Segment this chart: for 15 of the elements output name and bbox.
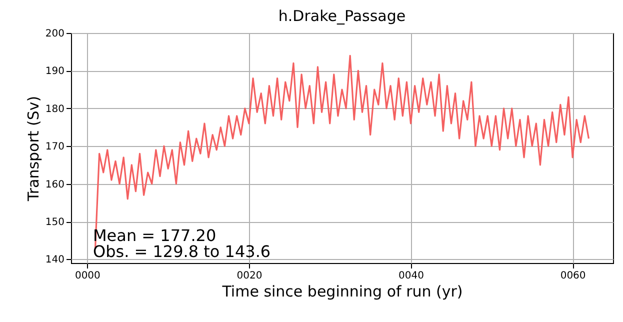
x-tick-label: 0000 — [74, 270, 100, 282]
y-tick-label: 180 — [45, 104, 64, 115]
x-tick-label: 0060 — [560, 270, 586, 282]
chart-title: h.Drake_Passage — [278, 7, 406, 25]
x-tick-label: 0040 — [398, 270, 424, 282]
y-tick-label: 150 — [45, 217, 64, 228]
y-axis-title: Transport (Sv) — [24, 96, 42, 202]
y-tick-label: 170 — [45, 142, 64, 153]
y-tick-label: 140 — [45, 254, 64, 266]
y-tick-label: 190 — [45, 66, 64, 78]
x-tick-label: 0020 — [236, 270, 262, 282]
annotation: Obs. = 129.8 to 143.6 — [93, 242, 271, 261]
x-axis-title: Time since beginning of run (yr) — [221, 282, 463, 300]
y-tick-label: 200 — [45, 28, 64, 40]
y-tick-label: 160 — [45, 179, 64, 190]
